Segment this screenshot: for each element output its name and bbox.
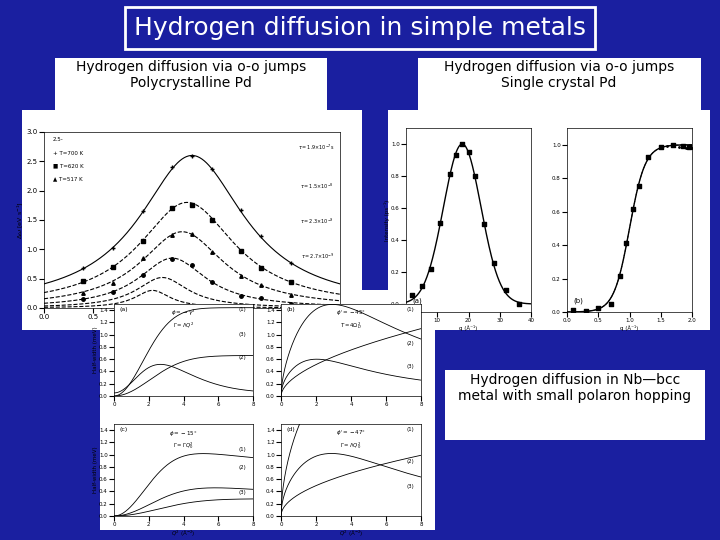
Point xyxy=(680,144,691,152)
Text: + T=700 K: + T=700 K xyxy=(53,151,83,157)
Text: $\tau{=}2.7{\times}10^{-9}$: $\tau{=}2.7{\times}10^{-9}$ xyxy=(301,252,334,261)
Text: (a): (a) xyxy=(120,307,128,312)
Point xyxy=(667,140,679,149)
Text: $\phi'=-45°$: $\phi'=-45°$ xyxy=(336,309,366,318)
Text: (b): (b) xyxy=(573,298,583,305)
Bar xyxy=(100,290,435,530)
Point xyxy=(513,300,524,308)
Text: (1): (1) xyxy=(406,427,414,432)
Point xyxy=(686,144,698,152)
Point xyxy=(655,143,667,151)
Point xyxy=(426,265,437,273)
Text: (3): (3) xyxy=(238,332,246,336)
Text: (b): (b) xyxy=(287,307,295,312)
Y-axis label: Intensity (ps⁻¹): Intensity (ps⁻¹) xyxy=(384,199,390,241)
Text: $\tau{=}2.3{\times}10^{-9}$: $\tau{=}2.3{\times}10^{-9}$ xyxy=(300,217,334,226)
Point xyxy=(677,142,688,151)
Text: Hydrogen diffusion via o-o jumps
Single crystal Pd: Hydrogen diffusion via o-o jumps Single … xyxy=(444,60,674,90)
Text: $T=4\Omega_D^2$: $T=4\Omega_D^2$ xyxy=(340,320,362,330)
Text: ■ T=620 K: ■ T=620 K xyxy=(53,164,84,168)
Text: $\tau{=}1.9{\times}10^{-7}$s: $\tau{=}1.9{\times}10^{-7}$s xyxy=(297,143,334,152)
Text: $\Gamma=\Lambda Q_0^2$: $\Gamma=\Lambda Q_0^2$ xyxy=(341,440,361,451)
Point xyxy=(435,219,446,227)
Text: (1): (1) xyxy=(238,307,246,312)
Point xyxy=(580,307,592,315)
X-axis label: $v$ [Å$^{-1}$]: $v$ [Å$^{-1}$] xyxy=(179,322,204,334)
Text: Hydrogen diffusion in Nb—bcc
metal with small polaron hopping: Hydrogen diffusion in Nb—bcc metal with … xyxy=(459,373,692,403)
Point xyxy=(667,142,679,151)
Point xyxy=(500,285,512,294)
Text: $\Gamma=\Gamma Q_0^2$: $\Gamma=\Gamma Q_0^2$ xyxy=(173,440,194,451)
X-axis label: $Q^2$ (Å$^{-2}$): $Q^2$ (Å$^{-2}$) xyxy=(171,529,196,539)
Text: (3): (3) xyxy=(238,490,246,495)
Bar xyxy=(55,58,327,116)
Bar xyxy=(22,110,362,330)
Point xyxy=(407,291,418,300)
Point xyxy=(469,172,480,180)
Point xyxy=(487,259,499,267)
Text: Hydrogen diffusion via o-o jumps
Polycrystalline Pd: Hydrogen diffusion via o-o jumps Polycry… xyxy=(76,60,306,90)
Point xyxy=(627,205,639,214)
Point xyxy=(683,143,695,151)
Y-axis label: Half-width (meV): Half-width (meV) xyxy=(93,447,98,494)
Text: (2): (2) xyxy=(238,465,246,470)
Text: (d): (d) xyxy=(287,427,295,432)
Point xyxy=(661,142,672,151)
Point xyxy=(642,153,654,161)
Text: $\phi=-15°$: $\phi=-15°$ xyxy=(169,429,198,438)
Point xyxy=(450,151,462,159)
Text: $\phi'=-47°$: $\phi'=-47°$ xyxy=(336,429,366,438)
Bar xyxy=(418,58,701,116)
X-axis label: $Q^2$ (Å$^{-2}$): $Q^2$ (Å$^{-2}$) xyxy=(338,529,364,539)
Y-axis label: $\Delta\omega$ [eV s$^{-1}$]: $\Delta\omega$ [eV s$^{-1}$] xyxy=(15,201,25,239)
Point xyxy=(674,143,685,152)
Point xyxy=(605,300,616,308)
Point xyxy=(463,148,474,157)
Point xyxy=(567,305,579,314)
Point xyxy=(621,239,632,248)
Text: (3): (3) xyxy=(406,484,414,489)
Point xyxy=(444,170,456,178)
Text: (1): (1) xyxy=(406,307,414,312)
Point xyxy=(614,272,626,280)
Text: $\phi=-\gamma^2$: $\phi=-\gamma^2$ xyxy=(171,308,196,318)
Text: (c): (c) xyxy=(120,427,128,432)
Point xyxy=(456,140,468,149)
Text: (1): (1) xyxy=(238,447,246,452)
Text: (2): (2) xyxy=(406,459,414,464)
Text: Hydrogen diffusion in simple metals: Hydrogen diffusion in simple metals xyxy=(134,16,586,40)
Text: 2.5-: 2.5- xyxy=(53,137,63,142)
Y-axis label: Half-width (meV): Half-width (meV) xyxy=(93,327,98,373)
Text: $\tau{=}1.5{\times}10^{-8}$: $\tau{=}1.5{\times}10^{-8}$ xyxy=(300,181,334,191)
X-axis label: q (Å⁻¹): q (Å⁻¹) xyxy=(459,325,477,330)
Text: $\Gamma=\Lambda Q^2$: $\Gamma=\Lambda Q^2$ xyxy=(173,320,194,330)
Point xyxy=(478,219,490,228)
Text: (2): (2) xyxy=(238,355,246,360)
Point xyxy=(633,181,644,190)
Text: (3): (3) xyxy=(406,364,414,369)
Point xyxy=(416,282,428,291)
Text: ▲ T=517 K: ▲ T=517 K xyxy=(53,176,83,181)
Text: (2): (2) xyxy=(406,341,414,346)
X-axis label: q (Å⁻¹): q (Å⁻¹) xyxy=(621,325,639,330)
Text: (a): (a) xyxy=(413,298,422,305)
Bar xyxy=(388,110,710,330)
Point xyxy=(593,304,604,313)
Bar xyxy=(445,370,705,440)
